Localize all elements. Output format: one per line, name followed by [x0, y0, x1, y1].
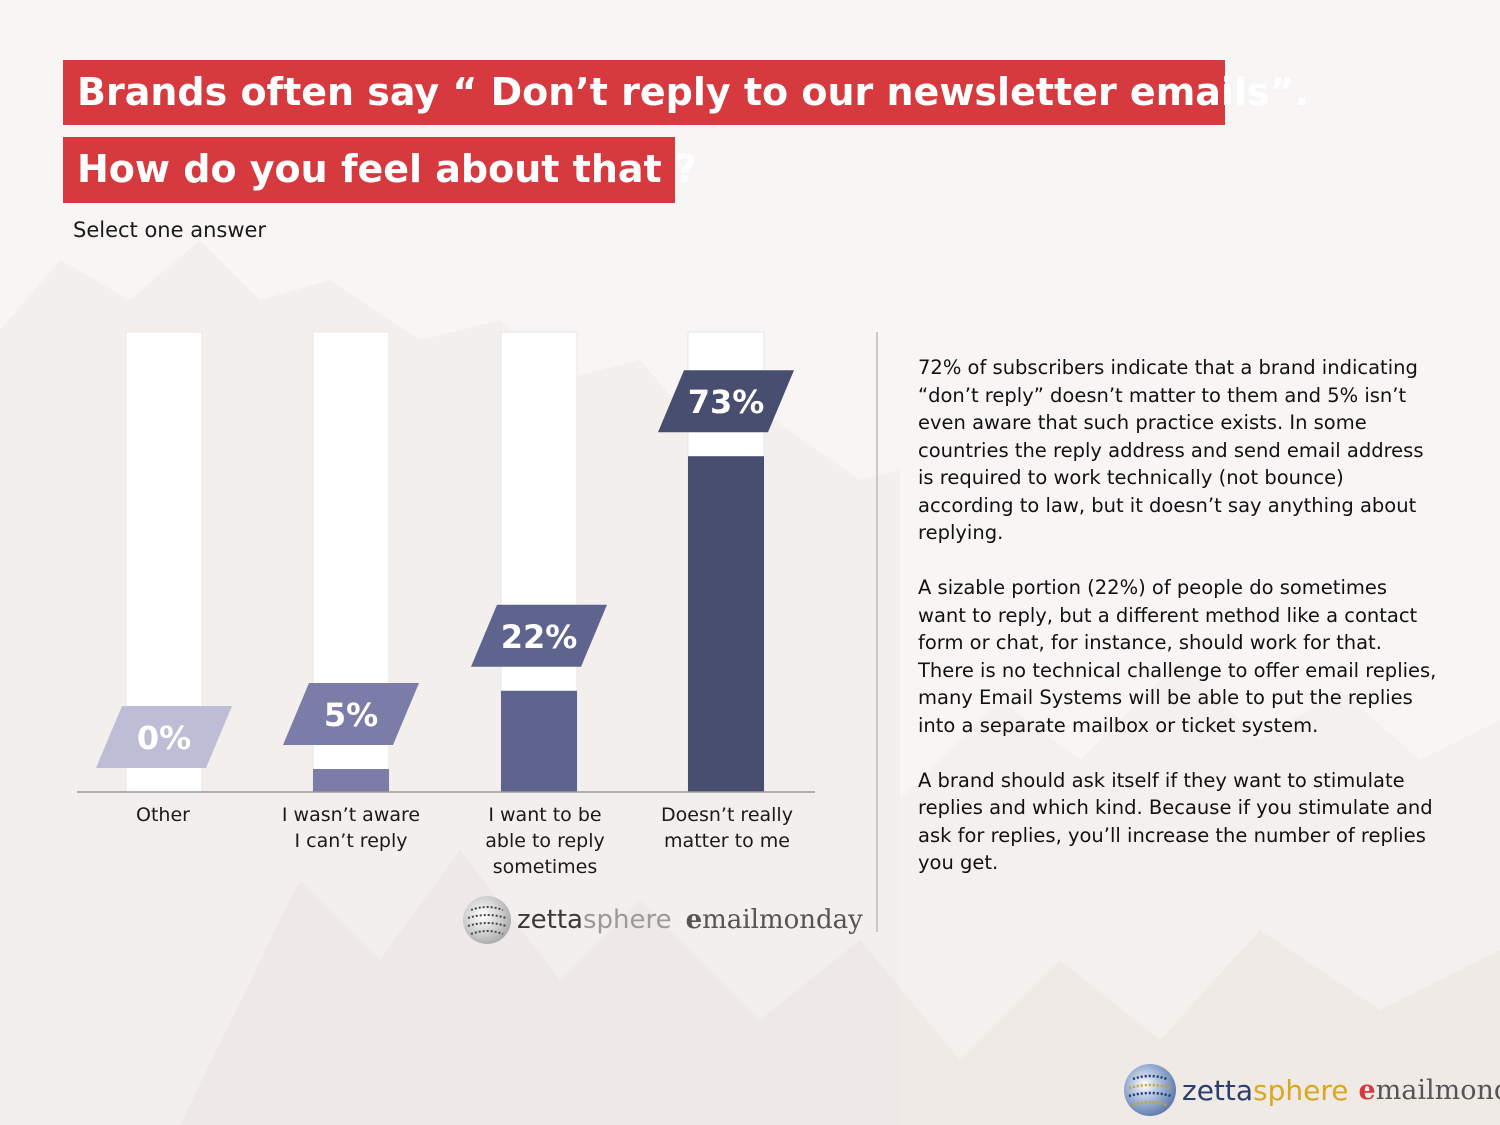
commentary-paragraph-1: 72% of subscribers indicate that a brand… — [918, 356, 1424, 544]
value-label-unaware: 5% — [324, 696, 378, 734]
logo-zetta-text: zetta — [517, 905, 583, 935]
footer-logo-mailmonday-text: mailmonday — [1375, 1074, 1500, 1106]
value-label-other: 0% — [137, 719, 191, 757]
value-label-want-reply: 22% — [501, 618, 578, 656]
value-label-box-want-reply — [471, 604, 607, 667]
footer-logo: zettasphere emailmonday — [1124, 1064, 1500, 1116]
value-label-box-unaware — [283, 683, 419, 745]
category-label-line: I want to be — [488, 804, 602, 826]
logo-mailmonday-text: mailmonday — [702, 905, 863, 935]
footer-logo-zetta-text: zetta — [1182, 1073, 1254, 1107]
chart-logo: zettasphere emailmonday — [463, 896, 863, 944]
category-label-line: I can’t reply — [294, 830, 408, 852]
category-label-line: Doesn’t really — [661, 804, 793, 826]
category-label-line: sometimes — [492, 856, 598, 878]
instruction-text: Select one answer — [73, 218, 267, 242]
title-line-2: How do you feel about that ? — [63, 137, 697, 203]
category-label-line: Other — [136, 804, 190, 826]
title-line-1: Brands often say “ Don’t reply to our ne… — [63, 60, 1309, 125]
zettasphere-globe-icon — [463, 896, 511, 944]
value-label-box-doesnt-matter — [658, 370, 794, 433]
footer-logo-e-text: e — [1358, 1074, 1376, 1106]
bar-unaware — [313, 769, 389, 792]
bar-doesnt-matter — [688, 456, 764, 792]
vertical-divider — [876, 332, 878, 932]
commentary-text: 72% of subscribers indicate that a brand… — [918, 354, 1438, 904]
commentary-paragraph-2: A sizable portion (22%) of people do som… — [918, 576, 1437, 737]
category-label-unaware: I wasn’t aware I can’t reply — [266, 802, 436, 854]
category-label-line: matter to me — [664, 830, 790, 852]
category-label-line: I wasn’t aware — [281, 804, 421, 826]
category-label-other: Other — [78, 802, 248, 828]
commentary-paragraph-3: A brand should ask itself if they want t… — [918, 768, 1433, 875]
category-label-line: able to reply — [485, 830, 605, 852]
category-label-want-reply: I want to be able to reply sometimes — [460, 802, 630, 880]
zettasphere-globe-icon — [1124, 1064, 1176, 1116]
logo-sphere-text: sphere — [582, 905, 672, 935]
footer-logo-sphere-text: sphere — [1253, 1073, 1349, 1107]
bar-want-reply — [501, 690, 577, 792]
category-label-doesnt-matter: Doesn’t really matter to me — [642, 802, 812, 854]
value-label-box-other — [96, 706, 232, 768]
logo-e-text: e — [685, 905, 703, 935]
value-label-doesnt-matter: 73% — [688, 383, 765, 421]
